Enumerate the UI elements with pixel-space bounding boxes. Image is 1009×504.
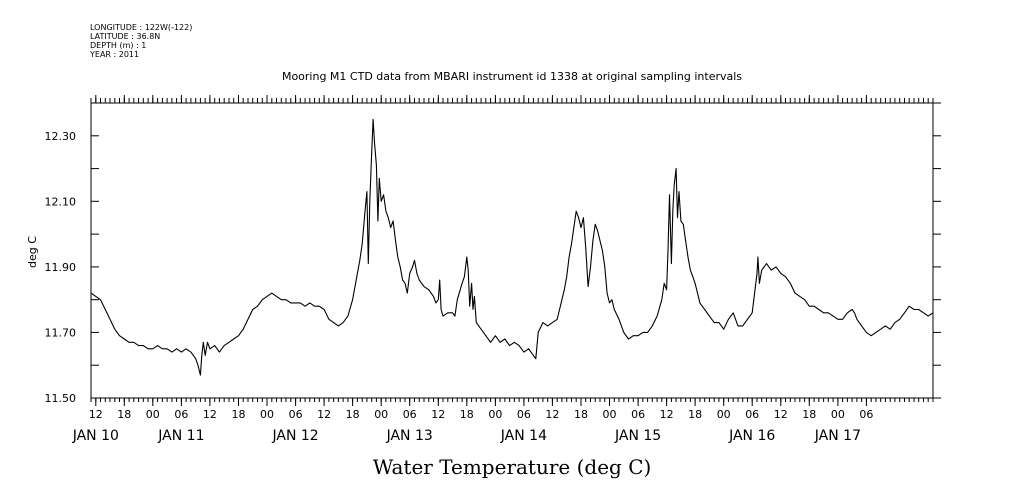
x-tick-label: 00 bbox=[146, 408, 160, 421]
x-tick-label: 12 bbox=[660, 408, 674, 421]
x-tick-label: 00 bbox=[603, 408, 617, 421]
x-tick-label: 00 bbox=[260, 408, 274, 421]
x-day-label: JAN 16 bbox=[728, 428, 775, 444]
x-tick-label: 18 bbox=[232, 408, 246, 421]
x-axis: 12 18 00 06 12 18 00 06 12 18 00 06 12 18 00 06 12 18 00 06… bbox=[72, 95, 873, 444]
series-line bbox=[90, 118, 934, 376]
x-tick-label: 18 bbox=[346, 408, 360, 421]
x-tick-label: 18 bbox=[574, 408, 588, 421]
x-tick-label: 06 bbox=[745, 408, 759, 421]
x-tick-label: 18 bbox=[688, 408, 702, 421]
x-day-label: JAN 17 bbox=[814, 428, 861, 444]
plot-frame bbox=[90, 102, 934, 399]
x-tick-label: 06 bbox=[403, 408, 417, 421]
x-tick-label: 12 bbox=[545, 408, 559, 421]
x-tick-label: 18 bbox=[460, 408, 474, 421]
x-day-label: JAN 11 bbox=[157, 428, 204, 444]
meta-longitude: LONGITUDE : 122W(-122) bbox=[90, 23, 192, 32]
meta-latitude: LATITUDE : 36.8N bbox=[90, 32, 160, 41]
x-day-label: JAN 12 bbox=[271, 428, 318, 444]
x-tick-label: 12 bbox=[774, 408, 788, 421]
x-tick-label: 00 bbox=[717, 408, 731, 421]
x-tick-label: 12 bbox=[89, 408, 103, 421]
y-tick-label: 12.10 bbox=[45, 195, 77, 208]
y-tick-label: 11.70 bbox=[45, 326, 77, 339]
minor-ticks bbox=[90, 98, 934, 402]
x-tick-label: 12 bbox=[317, 408, 331, 421]
x-day-label: JAN 14 bbox=[500, 428, 547, 444]
chart-title: Mooring M1 CTD data from MBARI instrumen… bbox=[282, 70, 742, 83]
x-tick-label: 00 bbox=[831, 408, 845, 421]
meta-year: YEAR : 2011 bbox=[89, 50, 139, 59]
x-axis-title: Water Temperature (deg C) bbox=[373, 455, 652, 479]
x-tick-label: 18 bbox=[117, 408, 131, 421]
x-tick-label: 00 bbox=[374, 408, 388, 421]
y-tick-label: 11.90 bbox=[45, 261, 77, 274]
x-tick-label: 00 bbox=[488, 408, 502, 421]
x-tick-label: 06 bbox=[631, 408, 645, 421]
series-group bbox=[90, 118, 934, 376]
x-tick-label: 12 bbox=[431, 408, 445, 421]
y-axis: 11.50 11.70 11.90 12.10 12.30 bbox=[45, 102, 941, 405]
x-tick-label: 18 bbox=[802, 408, 816, 421]
x-tick-label: 12 bbox=[203, 408, 217, 421]
x-day-label: JAN 13 bbox=[386, 428, 433, 444]
x-day-label: JAN 15 bbox=[614, 428, 661, 444]
x-tick-label: 06 bbox=[289, 408, 303, 421]
y-axis-label: deg C bbox=[26, 236, 39, 268]
x-tick-label: 06 bbox=[517, 408, 531, 421]
x-tick-label: 06 bbox=[174, 408, 188, 421]
y-tick-label: 11.50 bbox=[45, 392, 77, 405]
y-tick-label: 12.30 bbox=[45, 130, 77, 143]
x-tick-label: 06 bbox=[859, 408, 873, 421]
meta-depth: DEPTH (m) : 1 bbox=[90, 41, 146, 50]
x-day-label: JAN 10 bbox=[72, 428, 119, 444]
